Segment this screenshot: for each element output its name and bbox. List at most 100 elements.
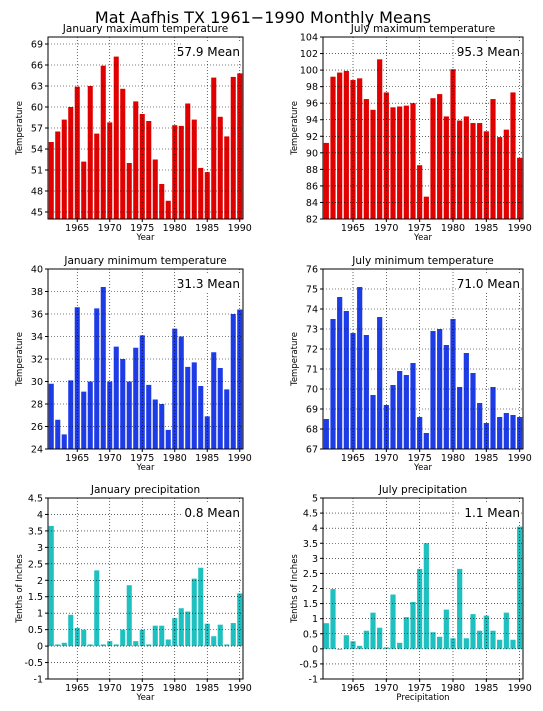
y-tick-label: 86 <box>306 181 318 192</box>
bar <box>490 99 496 219</box>
bar <box>237 73 243 220</box>
y-tick-label: 96 <box>306 99 318 110</box>
bar <box>370 612 376 649</box>
bar <box>100 644 106 647</box>
mean-label-bg <box>181 43 241 60</box>
bar <box>237 309 243 449</box>
x-tick-label: 1970 <box>98 683 122 694</box>
y-tick-label: 76 <box>306 265 318 276</box>
bar <box>477 403 483 449</box>
x-tick-label: 1980 <box>163 683 187 694</box>
y-tick-label: 2 <box>37 576 43 587</box>
y-tick-label: 3.5 <box>28 526 43 537</box>
bar <box>204 623 210 647</box>
y-tick-label: 1 <box>312 614 318 625</box>
mean-label-bg <box>461 43 521 60</box>
bar <box>191 578 197 647</box>
bar <box>178 125 184 219</box>
bar <box>390 107 396 219</box>
bar <box>152 625 158 647</box>
bar <box>483 615 489 649</box>
y-tick-label: 63 <box>31 82 43 93</box>
bar <box>100 65 106 219</box>
x-tick-label: 1990 <box>228 453 252 464</box>
bar <box>172 328 178 450</box>
y-tick-label: 100 <box>300 66 318 77</box>
x-tick-label: 1965 <box>65 683 89 694</box>
bar <box>159 625 165 647</box>
chart-title: July maximum temperature <box>350 23 495 35</box>
x-tick-label: 1985 <box>195 453 219 464</box>
mean-label: 95.3 Mean <box>457 45 520 59</box>
mean-label: 57.9 Mean <box>177 45 240 59</box>
mean-label: 0.8 Mean <box>184 506 240 520</box>
y-tick-label: 24 <box>31 445 43 456</box>
bar <box>165 429 171 450</box>
y-tick-label: 94 <box>306 115 318 126</box>
bar <box>497 417 503 449</box>
bar <box>94 308 100 450</box>
bar <box>159 404 165 449</box>
bar <box>370 109 376 219</box>
bar <box>457 387 463 449</box>
bar <box>510 639 516 649</box>
bar <box>517 157 523 219</box>
bar <box>113 644 119 647</box>
bar <box>120 629 126 647</box>
bar <box>48 142 54 219</box>
bar <box>497 137 503 219</box>
bar <box>152 399 158 449</box>
y-tick-label: 28 <box>31 400 43 411</box>
x-tick-label: 1990 <box>508 223 532 234</box>
bar <box>423 433 429 449</box>
mean-label-bg <box>461 504 521 521</box>
bar <box>94 570 100 647</box>
y-tick-label: -0.5 <box>299 659 318 670</box>
bar <box>133 347 139 449</box>
bar <box>217 116 223 219</box>
x-tick-label: 1980 <box>163 223 187 234</box>
y-tick-label: 4 <box>312 524 318 535</box>
bar <box>423 196 429 219</box>
bar <box>68 107 74 219</box>
bar <box>198 386 204 449</box>
mean-label-bg <box>181 275 241 292</box>
y-tick-label: -1 <box>34 675 43 686</box>
bar <box>430 98 436 219</box>
y-tick-label: 3 <box>312 554 318 565</box>
bar <box>68 380 74 450</box>
y-tick-label: 2 <box>312 584 318 595</box>
bar <box>450 638 456 649</box>
y-tick-label: 2.5 <box>28 559 43 570</box>
x-tick-label: 1985 <box>195 683 219 694</box>
x-tick-label: 1985 <box>195 223 219 234</box>
bar <box>217 368 223 449</box>
x-tick-label: 1970 <box>374 683 398 694</box>
bar <box>390 385 396 449</box>
bar <box>74 627 80 647</box>
bar <box>397 106 403 219</box>
bar <box>343 635 349 649</box>
bar <box>55 644 61 647</box>
bar <box>100 287 106 449</box>
y-tick-label: 38 <box>31 287 43 298</box>
plot-frame <box>322 268 524 450</box>
y-axis-label: Temperature <box>15 332 25 387</box>
x-tick-label: 1980 <box>441 453 465 464</box>
bar <box>198 567 204 647</box>
y-tick-label: 0.5 <box>303 629 318 640</box>
bar <box>94 133 100 219</box>
bar <box>417 165 423 219</box>
bar <box>463 116 469 219</box>
bar <box>363 99 369 219</box>
bar <box>343 311 349 449</box>
y-tick-label: 88 <box>306 165 318 176</box>
bar <box>87 381 93 449</box>
bar <box>503 129 509 219</box>
bar <box>178 336 184 449</box>
chart-title: July minimum temperature <box>351 255 493 267</box>
x-tick-label: 1970 <box>98 223 122 234</box>
bar <box>185 103 191 219</box>
bar <box>107 641 113 647</box>
